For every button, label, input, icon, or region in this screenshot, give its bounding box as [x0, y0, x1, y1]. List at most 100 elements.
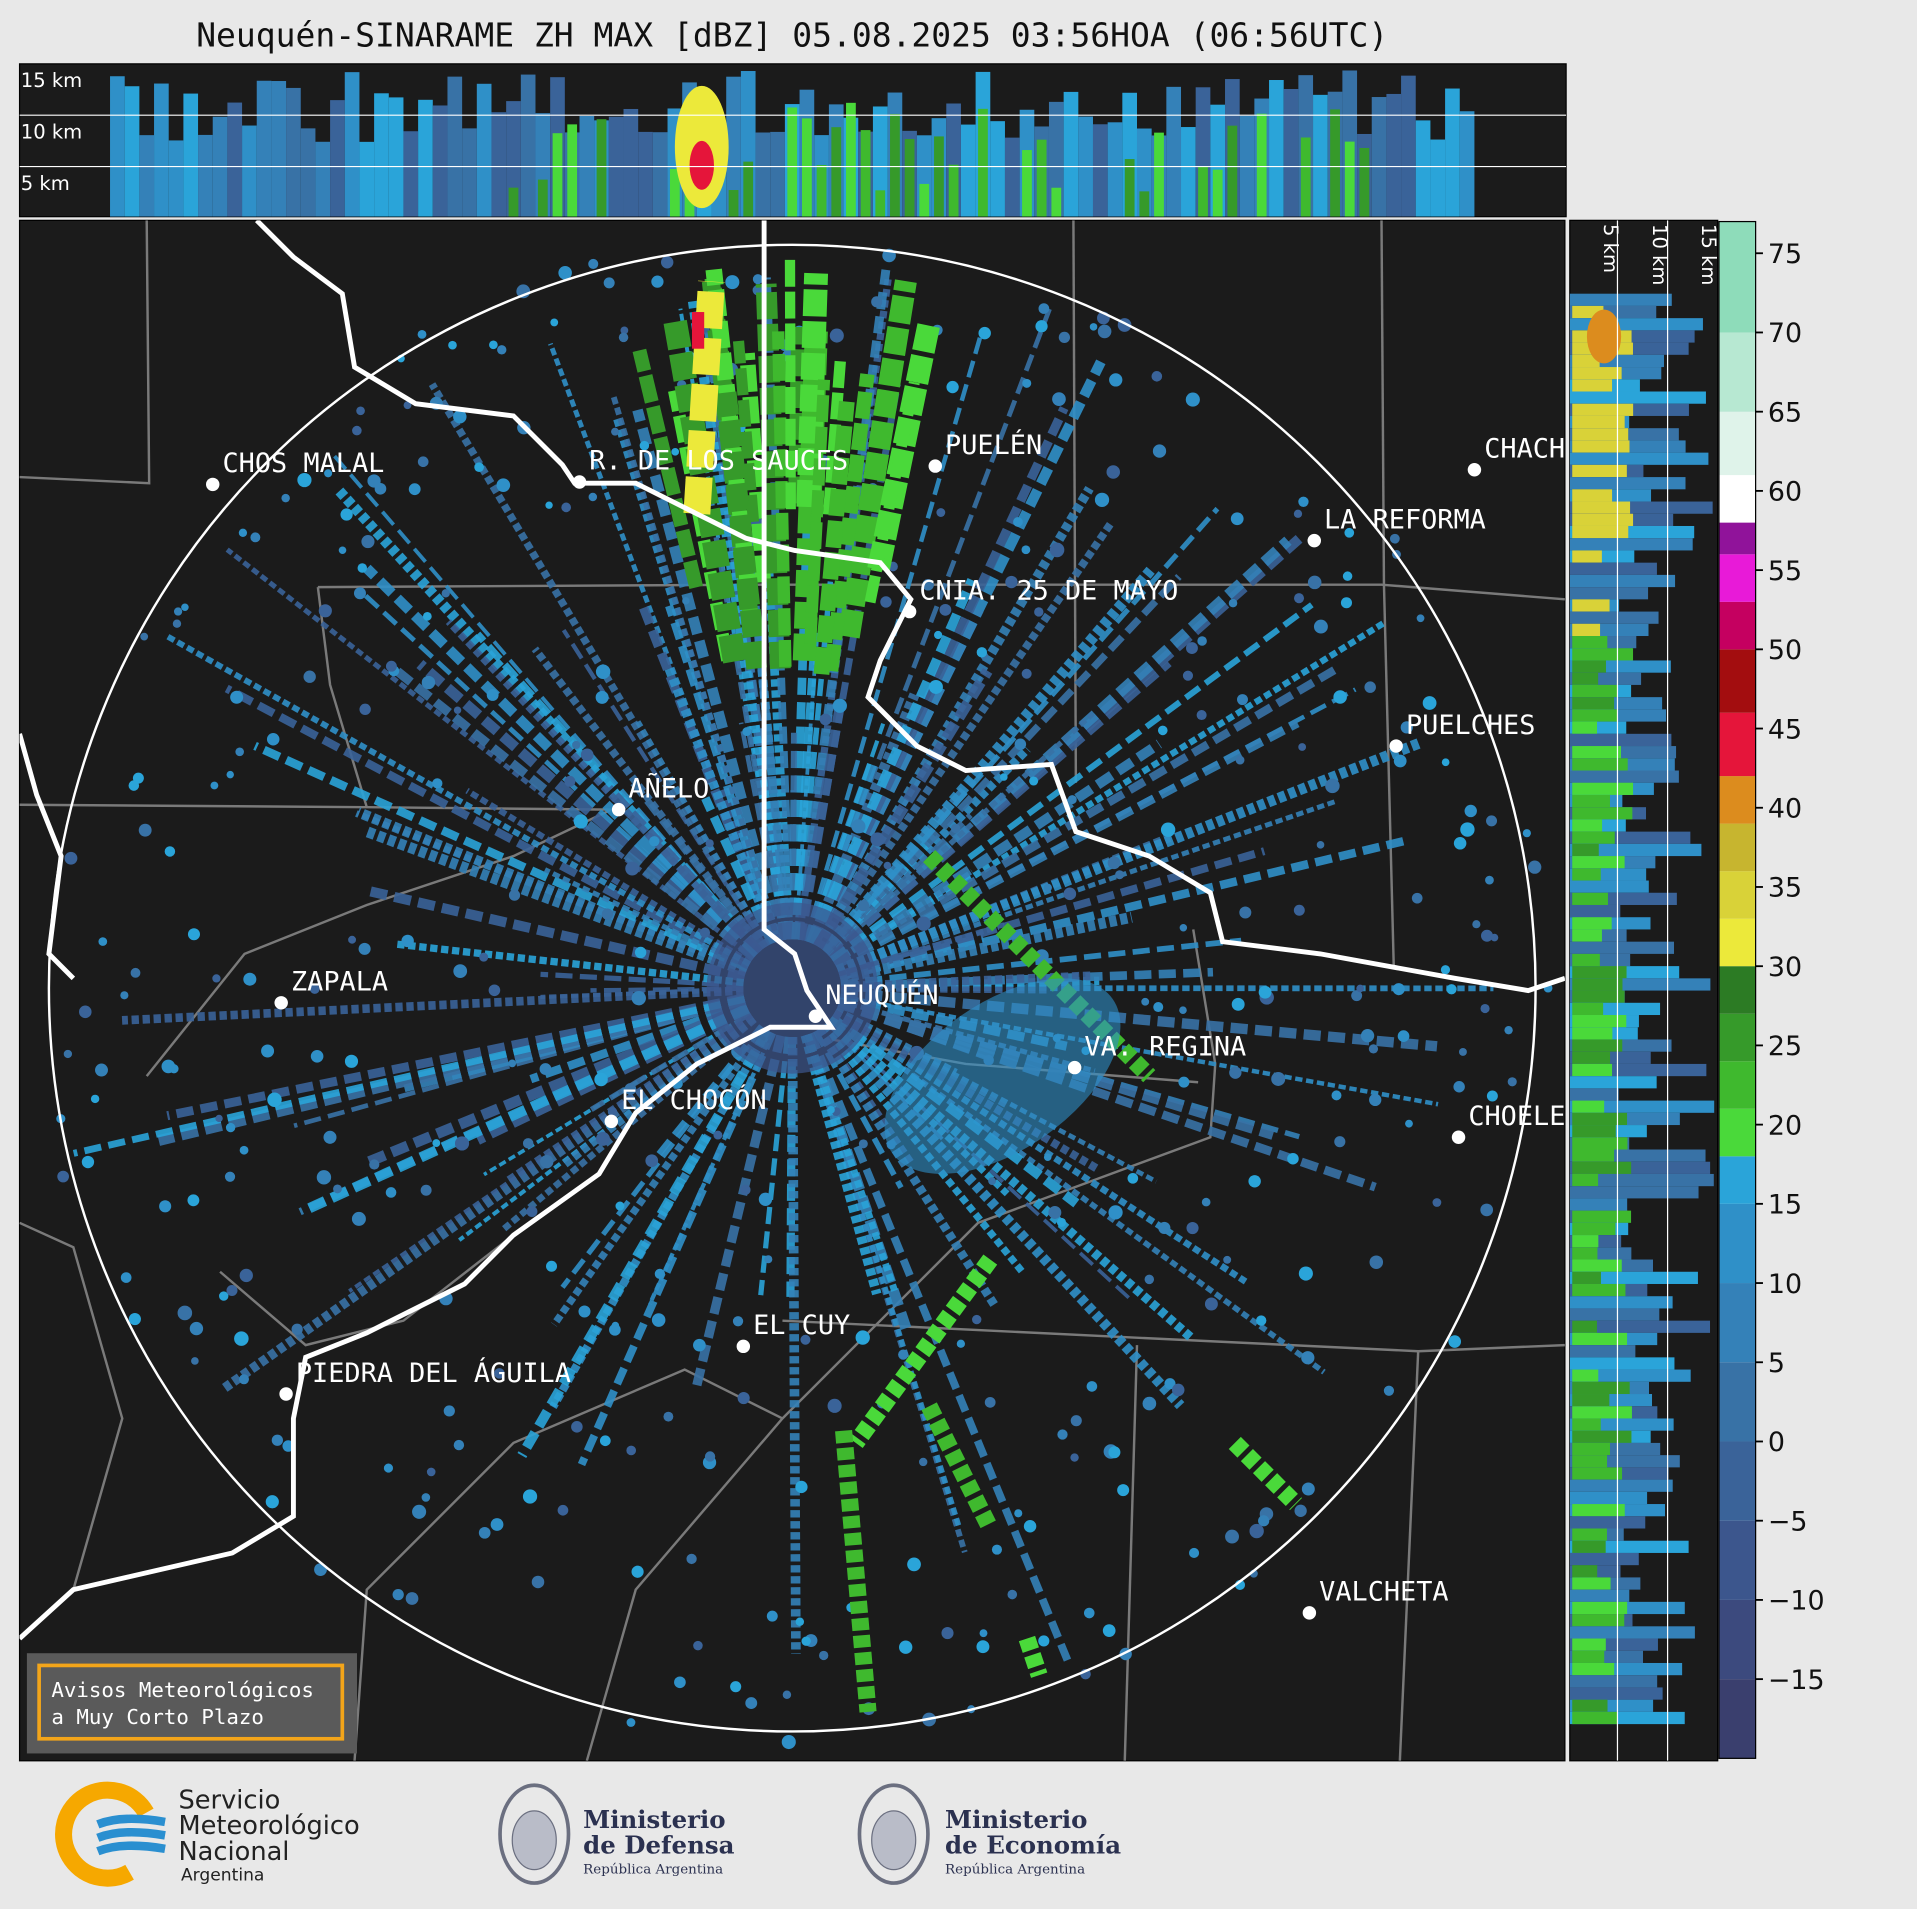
- radar-echo: [281, 493, 290, 503]
- xsec-row: [1569, 1320, 1711, 1333]
- xsec-column: [242, 125, 257, 217]
- xsec-row: [1572, 1259, 1622, 1272]
- radar-ray: [416, 660, 759, 960]
- radar-ray: [839, 993, 1068, 1051]
- radar-echo: [187, 928, 200, 941]
- radar-echo: [421, 675, 436, 690]
- radar-echo: [1014, 738, 1027, 751]
- radar-echo: [991, 1544, 1002, 1555]
- radar-echo: [956, 1339, 966, 1348]
- xsec-row: [1572, 758, 1628, 771]
- radar-echo: [545, 501, 553, 509]
- xsec-row: [1572, 1015, 1627, 1028]
- city-label: PIEDRA DEL ÁGUILA: [296, 1357, 571, 1389]
- radar-echo: [599, 1435, 611, 1447]
- radar-ray: [816, 519, 1116, 950]
- xsec-row: [1572, 1614, 1625, 1627]
- xsec-row: [1572, 819, 1603, 832]
- xsec-row: [1572, 525, 1629, 539]
- xsec-column: [846, 102, 856, 217]
- xsec-row: [1569, 843, 1702, 857]
- radar-echo: [261, 1044, 275, 1058]
- radar-echo: [1229, 1066, 1242, 1079]
- radar-echo: [95, 1063, 108, 1077]
- radar-echo: [758, 1192, 773, 1206]
- xsec-column: [990, 121, 1005, 217]
- radar-echo: [800, 1334, 811, 1345]
- radar-echo: [1356, 984, 1365, 993]
- colorbar-band: [1718, 475, 1756, 523]
- radar-ray: [392, 666, 757, 962]
- radar-ray: [772, 331, 792, 668]
- xsec-row: [1569, 770, 1679, 783]
- radar-ray: [819, 566, 1155, 955]
- xsec-column: [567, 124, 578, 217]
- radar-echo: [1400, 721, 1413, 734]
- radar-echo: [522, 1138, 534, 1149]
- radar-echo: [857, 899, 870, 912]
- radar-echo: [1325, 778, 1340, 794]
- xsec-row: [1572, 1504, 1625, 1517]
- xsec-row: [1572, 672, 1599, 685]
- xsec-column: [1313, 94, 1328, 217]
- xsec-row: [1572, 1149, 1615, 1162]
- radar-echo: [1127, 1172, 1139, 1184]
- radar-ray: [647, 1031, 775, 1305]
- radar-echo: [558, 266, 572, 280]
- radar-echo: [1223, 1255, 1232, 1264]
- xsec-column: [491, 112, 507, 217]
- xsec-row: [1572, 428, 1629, 441]
- radar-echo: [1043, 1153, 1052, 1162]
- logo-text: República Argentina: [583, 1862, 723, 1877]
- radar-echo: [1049, 542, 1065, 558]
- logo-economia: Ministerio de Economía República Argenti…: [857, 1783, 1121, 1885]
- xsec-column: [652, 132, 668, 217]
- radar-echo: [978, 326, 991, 340]
- radar-echo: [453, 410, 467, 424]
- xsec-row: [1572, 1528, 1607, 1541]
- radar-echo: [420, 1184, 432, 1196]
- radar-echo: [649, 836, 660, 847]
- radar-echo: [1022, 378, 1032, 388]
- colorbar-tick-label: 40: [1768, 794, 1802, 825]
- radar-echo: [1480, 1003, 1490, 1014]
- radar-echo: [1063, 887, 1077, 901]
- xsec-row: [1569, 1675, 1658, 1688]
- xsec-row: [1572, 978, 1623, 991]
- xsec-column: [374, 93, 389, 217]
- radar-echo: [588, 258, 599, 269]
- radar-echo: [1293, 904, 1305, 916]
- xsec-row: [1572, 1039, 1623, 1052]
- radar-echo: [1094, 492, 1110, 507]
- radar-echo: [829, 328, 844, 343]
- radar-echo: [453, 1439, 465, 1451]
- side-cross-section: 5 km 10 km 15 km: [1569, 220, 1718, 1761]
- logo-text: de Defensa: [583, 1831, 734, 1860]
- radar-echo: [323, 1130, 337, 1144]
- radar-echo: [359, 703, 371, 716]
- radar-echo: [988, 1177, 996, 1185]
- xsec-row: [1572, 440, 1630, 453]
- xsec-column: [728, 190, 739, 217]
- radar-echo: [631, 990, 646, 1006]
- logo-text: Argentina: [181, 1866, 264, 1886]
- radar-echo: [531, 1575, 545, 1589]
- xsec-row: [1572, 1210, 1632, 1223]
- radar-echo: [267, 1092, 282, 1107]
- xsec-column: [743, 161, 754, 217]
- radar-ray: [837, 279, 917, 639]
- radar-echo: [671, 447, 680, 456]
- radar-echo: [1453, 837, 1467, 850]
- radar-ray: [804, 379, 831, 645]
- radar-echo: [550, 318, 559, 327]
- xsec-row: [1572, 782, 1634, 795]
- radar-echo: [310, 1049, 324, 1063]
- radar-echo: [1344, 527, 1355, 538]
- xsec-column: [802, 118, 812, 217]
- city-label: VALCHETA: [1319, 1577, 1448, 1608]
- radar-echo: [235, 747, 245, 757]
- colorbar-tick-label: −10: [1768, 1586, 1825, 1617]
- radar-echo: [333, 1184, 342, 1194]
- radar-echo: [919, 1457, 928, 1467]
- radar-echo: [1383, 1385, 1395, 1396]
